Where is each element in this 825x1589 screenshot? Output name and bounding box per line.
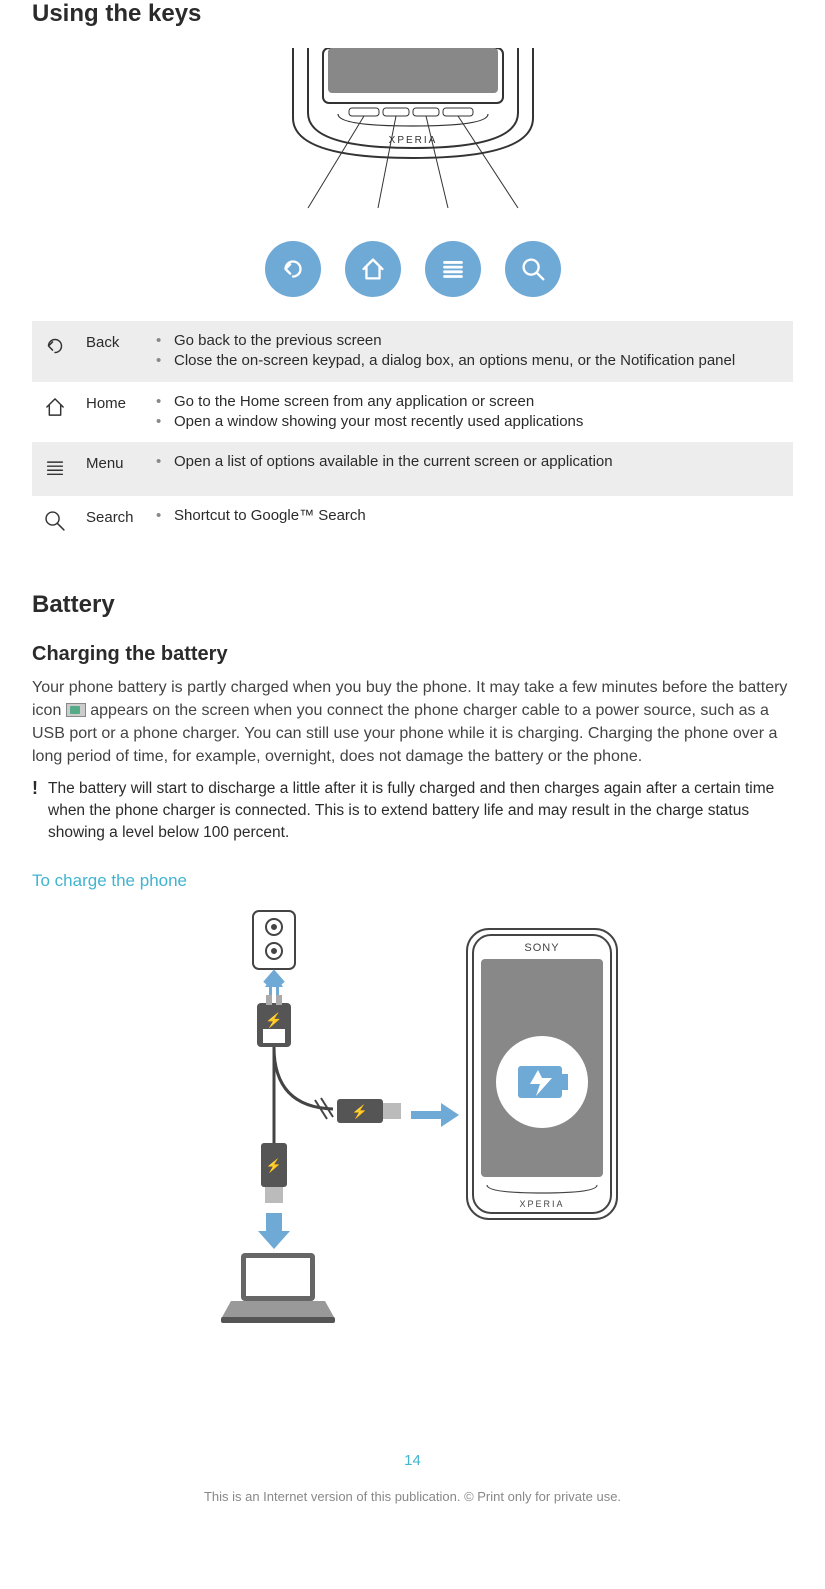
key-description: Open a list of options available in the … [148,442,793,496]
search-icon [32,496,78,550]
bullet-item: Shortcut to Google™ Search [156,506,785,526]
page-number: 14 [32,1452,793,1469]
key-label: Back [78,321,148,382]
bullet-item: Go to the Home screen from any applicati… [156,392,785,412]
key-label: Search [78,496,148,550]
svg-text:XPERIA: XPERIA [388,135,437,146]
table-row: Home Go to the Home screen from any appl… [32,382,793,443]
note-icon: ! [32,778,38,843]
footer-text: This is an Internet version of this publ… [32,1489,793,1524]
note-text: The battery will start to discharge a li… [48,778,793,843]
bullet-item: Close the on-screen keypad, a dialog box… [156,351,785,371]
charge-phone-diagram: ⚡ ⚡ SONY XPERIA [32,907,793,1332]
menu-icon [425,241,481,297]
svg-text:⚡: ⚡ [265,1012,282,1029]
key-description: Go back to the previous screen Close the… [148,321,793,382]
table-row: Back Go back to the previous screen Clos… [32,321,793,382]
table-row: Search Shortcut to Google™ Search [32,496,793,550]
phone-keys-diagram: XPERIA [32,48,793,223]
svg-text:⚡: ⚡ [265,1158,281,1174]
key-icons-row [32,241,793,297]
heading-to-charge: To charge the phone [32,871,793,891]
table-row: Menu Open a list of options available in… [32,442,793,496]
home-icon [345,241,401,297]
menu-icon [32,442,78,496]
key-description: Go to the Home screen from any applicati… [148,382,793,443]
battery-status-icon [66,703,86,717]
svg-text:⚡: ⚡ [351,1104,367,1120]
back-icon [265,241,321,297]
note-row: ! The battery will start to discharge a … [32,778,793,843]
heading-charging: Charging the battery [32,643,793,666]
key-label: Menu [78,442,148,496]
body-text: appears on the screen when you connect t… [32,702,777,765]
bullet-item: Open a list of options available in the … [156,452,785,472]
svg-text:XPERIA: XPERIA [519,1199,564,1209]
home-icon [32,382,78,443]
charging-body: Your phone battery is partly charged whe… [32,676,793,769]
bullet-item: Open a window showing your most recently… [156,412,785,432]
keys-table: Back Go back to the previous screen Clos… [32,321,793,551]
search-icon [505,241,561,297]
key-label: Home [78,382,148,443]
heading-using-keys: Using the keys [32,0,793,28]
heading-battery: Battery [32,591,793,619]
back-icon [32,321,78,382]
key-description: Shortcut to Google™ Search [148,496,793,550]
bullet-item: Go back to the previous screen [156,331,785,351]
svg-text:SONY: SONY [524,942,559,954]
